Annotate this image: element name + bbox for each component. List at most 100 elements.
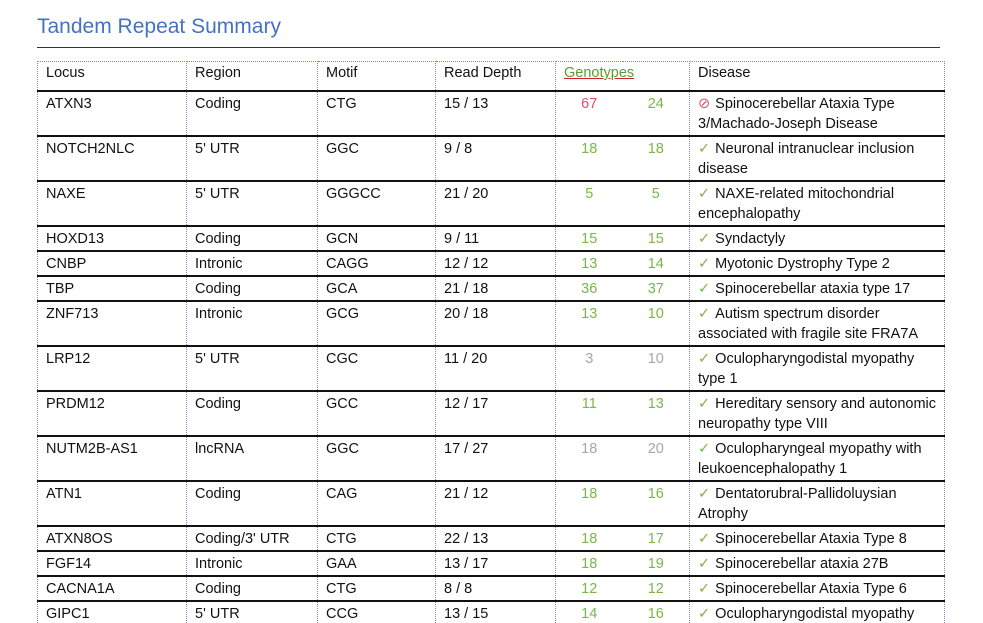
genotype-cell: 18 bbox=[622, 136, 691, 182]
table-row: NUTM2B-AS1 lncRNA GGC 17 / 27 18 20 ✓ Oculophar… bbox=[37, 436, 946, 482]
disease-text: Oculopharyngodistal myopathy bbox=[715, 606, 915, 622]
region-cell: Coding bbox=[186, 481, 318, 527]
genotype-cell: 18 bbox=[555, 526, 623, 552]
genotype-cell: 18 bbox=[555, 551, 623, 577]
disease-cell: ✓ Syndactyly bbox=[689, 226, 946, 252]
status-icon: ✓ bbox=[698, 581, 711, 597]
genotype-cell: 5 bbox=[622, 181, 691, 227]
motif-cell: GGGCC bbox=[317, 181, 436, 227]
table-row: ATXN8OS Coding/3' UTR CTG 22 / 13 18 17 ✓ Spino… bbox=[37, 526, 946, 552]
genotype-cell: 12 bbox=[555, 576, 623, 602]
header-row: Locus Region Motif Read Depth Genotypes … bbox=[37, 61, 946, 92]
disease-text: Spinocerebellar Ataxia Type 3/Machado-Jo… bbox=[698, 96, 895, 132]
genotype-cell: 18 bbox=[555, 481, 623, 527]
motif-cell: CAGG bbox=[317, 251, 436, 277]
locus-cell: FGF14 bbox=[37, 551, 187, 577]
genotype-cell: 10 bbox=[622, 301, 691, 347]
motif-cell: GAA bbox=[317, 551, 436, 577]
motif-cell: CGC bbox=[317, 346, 436, 392]
locus-cell: NUTM2B-AS1 bbox=[37, 436, 187, 482]
read-depth-cell: 15 / 13 bbox=[435, 91, 556, 137]
disease-cell: ✓ Autism spectrum disorder associated wit… bbox=[689, 301, 946, 347]
table-row: PRDM12 Coding GCC 12 / 17 11 13 ✓ Hereditary se… bbox=[37, 391, 946, 437]
region-cell: 5' UTR bbox=[186, 136, 318, 182]
locus-cell: NAXE bbox=[37, 181, 187, 227]
read-depth-cell: 11 / 20 bbox=[435, 346, 556, 392]
disease-text: NAXE-related mitochondrial encephalopath… bbox=[698, 186, 895, 222]
status-icon: ✓ bbox=[698, 231, 711, 247]
region-cell: 5' UTR bbox=[186, 601, 318, 623]
table-row: FGF14 Intronic GAA 13 / 17 18 19 ✓ Spinocerebel… bbox=[37, 551, 946, 577]
genotype-cell: 15 bbox=[555, 226, 623, 252]
motif-cell: GCN bbox=[317, 226, 436, 252]
status-icon: ✓ bbox=[698, 441, 711, 457]
status-icon: ⊘ bbox=[698, 96, 711, 112]
status-icon: ✓ bbox=[698, 606, 711, 622]
disease-cell: ✓ Spinocerebellar ataxia 27B bbox=[689, 551, 946, 577]
table-row: NOTCH2NLC 5' UTR GGC 9 / 8 18 18 ✓ Neuronal int… bbox=[37, 136, 946, 182]
table-row: NAXE 5' UTR GGGCC 21 / 20 5 5 ✓ NAXE-related mi… bbox=[37, 181, 946, 227]
disease-text: Spinocerebellar ataxia 27B bbox=[715, 556, 889, 572]
region-cell: Coding bbox=[186, 576, 318, 602]
summary-table: Locus Region Motif Read Depth Genotypes … bbox=[37, 61, 946, 623]
region-cell: 5' UTR bbox=[186, 181, 318, 227]
genotype-cell: 3 bbox=[555, 346, 623, 392]
locus-cell: TBP bbox=[37, 276, 187, 302]
motif-cell: GCG bbox=[317, 301, 436, 347]
disease-text: Spinocerebellar Ataxia Type 6 bbox=[715, 581, 907, 597]
title: Tandem Repeat Summary bbox=[37, 15, 281, 38]
read-depth-cell: 21 / 18 bbox=[435, 276, 556, 302]
header-cell: Region bbox=[186, 61, 318, 92]
genotype-cell: 13 bbox=[555, 251, 623, 277]
genotype-cell: 16 bbox=[622, 601, 691, 623]
disease-cell: ✓ Myotonic Dystrophy Type 2 bbox=[689, 251, 946, 277]
status-icon: ✓ bbox=[698, 186, 711, 202]
genotype-cell: 12 bbox=[622, 576, 691, 602]
read-depth-cell: 12 / 17 bbox=[435, 391, 556, 437]
header-cell: Locus bbox=[37, 61, 187, 92]
disease-cell: ✓ Dentatorubral-Pallidoluysian Atrophy bbox=[689, 481, 946, 527]
disease-cell: ✓ Spinocerebellar Ataxia Type 6 bbox=[689, 576, 946, 602]
disease-text: Spinocerebellar ataxia type 17 bbox=[715, 281, 911, 297]
locus-cell: ATN1 bbox=[37, 481, 187, 527]
motif-cell: GGC bbox=[317, 436, 436, 482]
locus-cell: CACNA1A bbox=[37, 576, 187, 602]
read-depth-cell: 9 / 8 bbox=[435, 136, 556, 182]
disease-text: Oculopharyngeal myopathy with leukoencep… bbox=[698, 441, 922, 477]
read-depth-cell: 20 / 18 bbox=[435, 301, 556, 347]
genotype-cell: 20 bbox=[622, 436, 691, 482]
table-row: ATXN3 Coding CTG 15 / 13 67 24 ⊘ Spinocerebella… bbox=[37, 91, 946, 137]
motif-cell: GCC bbox=[317, 391, 436, 437]
genotype-cell: 15 bbox=[622, 226, 691, 252]
motif-cell: CTG bbox=[317, 91, 436, 137]
disease-cell: ✓ NAXE-related mitochondrial encephalopat… bbox=[689, 181, 946, 227]
genotype-cell: 17 bbox=[622, 526, 691, 552]
region-cell: lncRNA bbox=[186, 436, 318, 482]
locus-cell: CNBP bbox=[37, 251, 187, 277]
region-cell: Coding bbox=[186, 391, 318, 437]
region-cell: Intronic bbox=[186, 551, 318, 577]
status-icon: ✓ bbox=[698, 531, 711, 547]
disease-cell: ⊘ Spinocerebellar Ataxia Type 3/Machado-J… bbox=[689, 91, 946, 137]
locus-cell: ATXN3 bbox=[37, 91, 187, 137]
table-row: LRP12 5' UTR CGC 11 / 20 3 10 ✓ Oculopharyngodi… bbox=[37, 346, 946, 392]
read-depth-cell: 13 / 17 bbox=[435, 551, 556, 577]
disease-cell: ✓ Oculopharyngodistal myopathy type 1 bbox=[689, 346, 946, 392]
disease-cell: ✓ Oculopharyngeal myopathy with leukoence… bbox=[689, 436, 946, 482]
genotype-cell: 19 bbox=[622, 551, 691, 577]
genotype-cell: 36 bbox=[555, 276, 623, 302]
disease-text: Oculopharyngodistal myopathy type 1 bbox=[698, 351, 915, 387]
disease-text: Dentatorubral-Pallidoluysian Atrophy bbox=[698, 486, 897, 522]
region-cell: Intronic bbox=[186, 301, 318, 347]
motif-cell: CTG bbox=[317, 526, 436, 552]
locus-cell: LRP12 bbox=[37, 346, 187, 392]
motif-cell: GCA bbox=[317, 276, 436, 302]
read-depth-cell: 17 / 27 bbox=[435, 436, 556, 482]
title-rule bbox=[37, 47, 940, 48]
table-row: GIPC1 5' UTR CCG 13 / 15 14 16 ✓ Oculopharyngod… bbox=[37, 601, 946, 623]
table-row: ATN1 Coding CAG 21 / 12 18 16 ✓ Dentatorubral-P… bbox=[37, 481, 946, 527]
motif-cell: CCG bbox=[317, 601, 436, 623]
disease-cell: ✓ Oculopharyngodistal myopathy bbox=[689, 601, 946, 623]
status-icon: ✓ bbox=[698, 486, 711, 502]
